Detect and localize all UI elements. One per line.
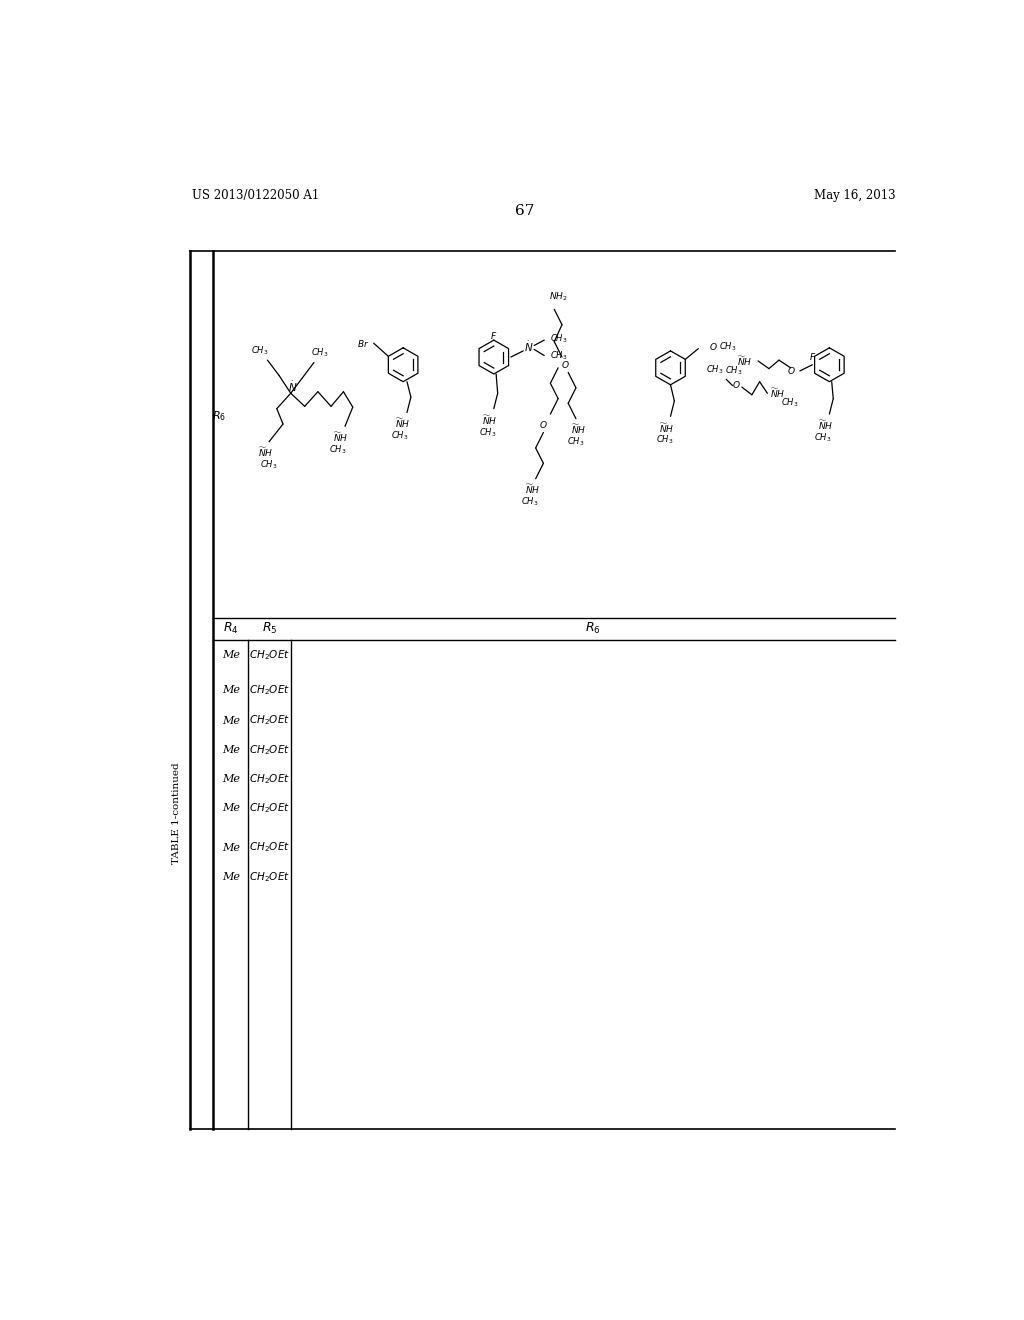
Text: $CH_2OEt$: $CH_2OEt$ [249,682,290,697]
Text: Me: Me [221,774,240,784]
Text: $CH_3$: $CH_3$ [521,495,539,508]
Text: Me: Me [221,715,240,726]
Text: Me: Me [221,685,240,694]
Text: $CH_3$: $CH_3$ [567,436,585,447]
Text: May 16, 2013: May 16, 2013 [814,189,895,202]
Text: $O$: $O$ [786,366,796,376]
Text: $CH_3$: $CH_3$ [780,396,798,409]
Text: Me: Me [221,871,240,882]
Text: $CH_3$: $CH_3$ [260,458,278,471]
Text: $CH_2OEt$: $CH_2OEt$ [249,772,290,785]
Text: $CH_2OEt$: $CH_2OEt$ [249,801,290,816]
Text: $\overset{.}{N}$: $\overset{.}{N}$ [289,380,298,395]
Text: Me: Me [221,804,240,813]
Text: $CH_2OEt$: $CH_2OEt$ [249,841,290,854]
Text: $F$: $F$ [490,330,498,341]
Text: $CH_3$: $CH_3$ [706,364,723,376]
Text: $CH_3$: $CH_3$ [655,434,673,446]
Text: $CH_3$: $CH_3$ [479,426,497,438]
Text: $Br$: $Br$ [356,338,369,348]
Text: $\widetilde{N}H$: $\widetilde{N}H$ [334,430,349,444]
Text: $\widetilde{N}H$: $\widetilde{N}H$ [736,354,752,368]
Text: $CH_2OEt$: $CH_2OEt$ [249,648,290,661]
Text: 67: 67 [515,203,535,218]
Text: $\widetilde{N}H$: $\widetilde{N}H$ [770,387,785,400]
Text: $\widetilde{N}H$: $\widetilde{N}H$ [659,421,674,434]
Text: $\widetilde{N}H$: $\widetilde{N}H$ [258,446,273,459]
Text: $R_5$: $R_5$ [262,622,278,636]
Text: $O$: $O$ [540,420,548,430]
Text: $F$: $F$ [809,351,816,362]
Text: $\widetilde{N}H$: $\widetilde{N}H$ [395,417,411,430]
Text: $\overset{.}{N}$: $\overset{.}{N}$ [524,341,534,355]
Text: $CH_3$: $CH_3$ [311,346,329,359]
Text: $R_4$: $R_4$ [223,622,239,636]
Text: US 2013/0122050 A1: US 2013/0122050 A1 [191,189,318,202]
Text: $O$: $O$ [732,379,740,389]
Text: $CH_3$: $CH_3$ [719,341,736,352]
Text: $O$: $O$ [561,359,569,371]
Text: Me: Me [221,842,240,853]
Text: $\widetilde{N}H$: $\widetilde{N}H$ [818,418,834,433]
Text: Me: Me [221,649,240,660]
Text: $CH_3$: $CH_3$ [725,364,742,378]
Text: $\widetilde{N}H$: $\widetilde{N}H$ [482,413,498,426]
Text: TABLE 1-continued: TABLE 1-continued [172,762,180,863]
Text: $CH_3$: $CH_3$ [390,429,408,442]
Text: Me: Me [221,744,240,755]
Text: $R_6$: $R_6$ [585,622,601,636]
Text: $CH_2OEt$: $CH_2OEt$ [249,743,290,756]
Text: $O$: $O$ [710,341,718,352]
Text: $\widetilde{N}H$: $\widetilde{N}H$ [525,483,541,496]
Text: $CH_3$: $CH_3$ [329,444,346,455]
Text: $NH_2$: $NH_2$ [549,290,567,304]
Text: $R_6$: $R_6$ [212,409,226,424]
Text: $CH_3$: $CH_3$ [251,345,268,358]
Text: $CH_2OEt$: $CH_2OEt$ [249,870,290,883]
Text: $CH_2OEt$: $CH_2OEt$ [249,714,290,727]
Text: $CH_3$: $CH_3$ [550,350,568,362]
Text: $CH_3$: $CH_3$ [814,432,831,444]
Text: $CH_3$: $CH_3$ [550,333,568,345]
Text: $\widetilde{N}H$: $\widetilde{N}H$ [571,422,587,436]
